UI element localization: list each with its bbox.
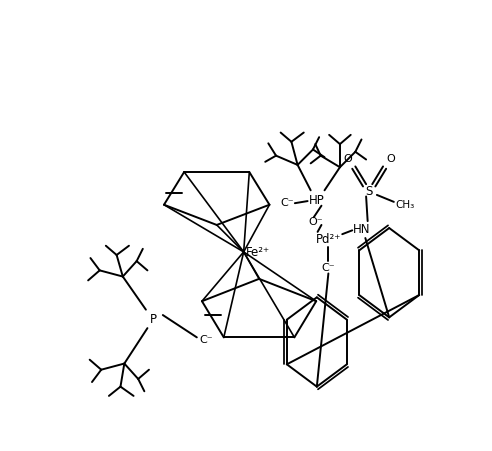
Text: P: P bbox=[150, 313, 157, 326]
Text: Fe²⁺: Fe²⁺ bbox=[246, 246, 270, 259]
Text: O: O bbox=[343, 154, 352, 164]
Text: Pd²⁺: Pd²⁺ bbox=[316, 232, 341, 245]
Text: S: S bbox=[366, 184, 373, 198]
Text: HN: HN bbox=[353, 223, 370, 236]
Text: O⁻: O⁻ bbox=[308, 216, 323, 226]
Text: C⁻: C⁻ bbox=[280, 197, 294, 207]
Text: C⁻: C⁻ bbox=[199, 334, 213, 344]
Text: CH₃: CH₃ bbox=[395, 200, 414, 210]
Text: O: O bbox=[386, 154, 395, 164]
Text: HP: HP bbox=[309, 193, 325, 207]
Text: C⁻: C⁻ bbox=[322, 263, 335, 273]
